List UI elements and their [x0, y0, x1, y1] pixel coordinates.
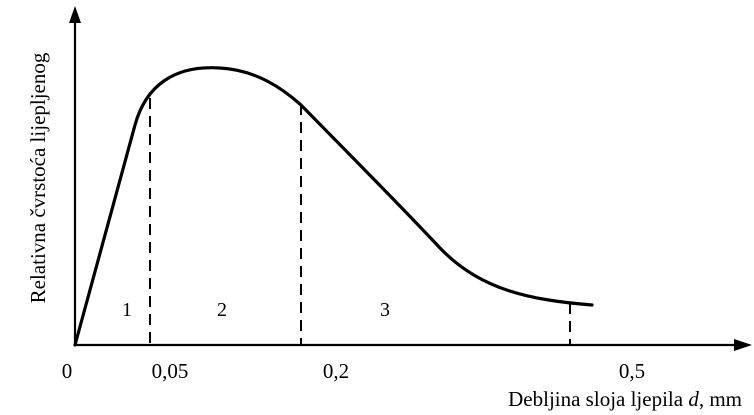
x-tick-label-05: 0,5: [619, 359, 645, 383]
region-label-3: 3: [380, 299, 390, 321]
y-axis-title: Relativna čvrstoća lijepljenog: [26, 52, 50, 303]
x-tick-label-0: 0: [62, 359, 73, 383]
region-label-1: 1: [122, 299, 132, 321]
region-dividers: [149, 98, 571, 345]
x-axis-title-unit: , mm: [699, 387, 742, 411]
y-axis-arrow: [69, 6, 81, 23]
strength-curve: [73, 66, 594, 347]
x-axis-title-part-1: Debljina sloja ljepila: [508, 387, 688, 411]
region-labels: 1 2 3: [122, 299, 390, 321]
region-label-2: 2: [217, 299, 227, 321]
x-tick-label-02: 0,2: [323, 359, 349, 383]
axes: [69, 6, 752, 351]
x-axis-title: Debljina sloja ljepila d, mm: [508, 387, 742, 411]
x-tick-labels: 0 0,05 0,2 0,5: [62, 359, 645, 383]
x-axis-arrow: [734, 339, 752, 351]
x-axis-title-variable: d: [688, 387, 699, 411]
x-tick-label-005: 0,05: [152, 359, 189, 383]
